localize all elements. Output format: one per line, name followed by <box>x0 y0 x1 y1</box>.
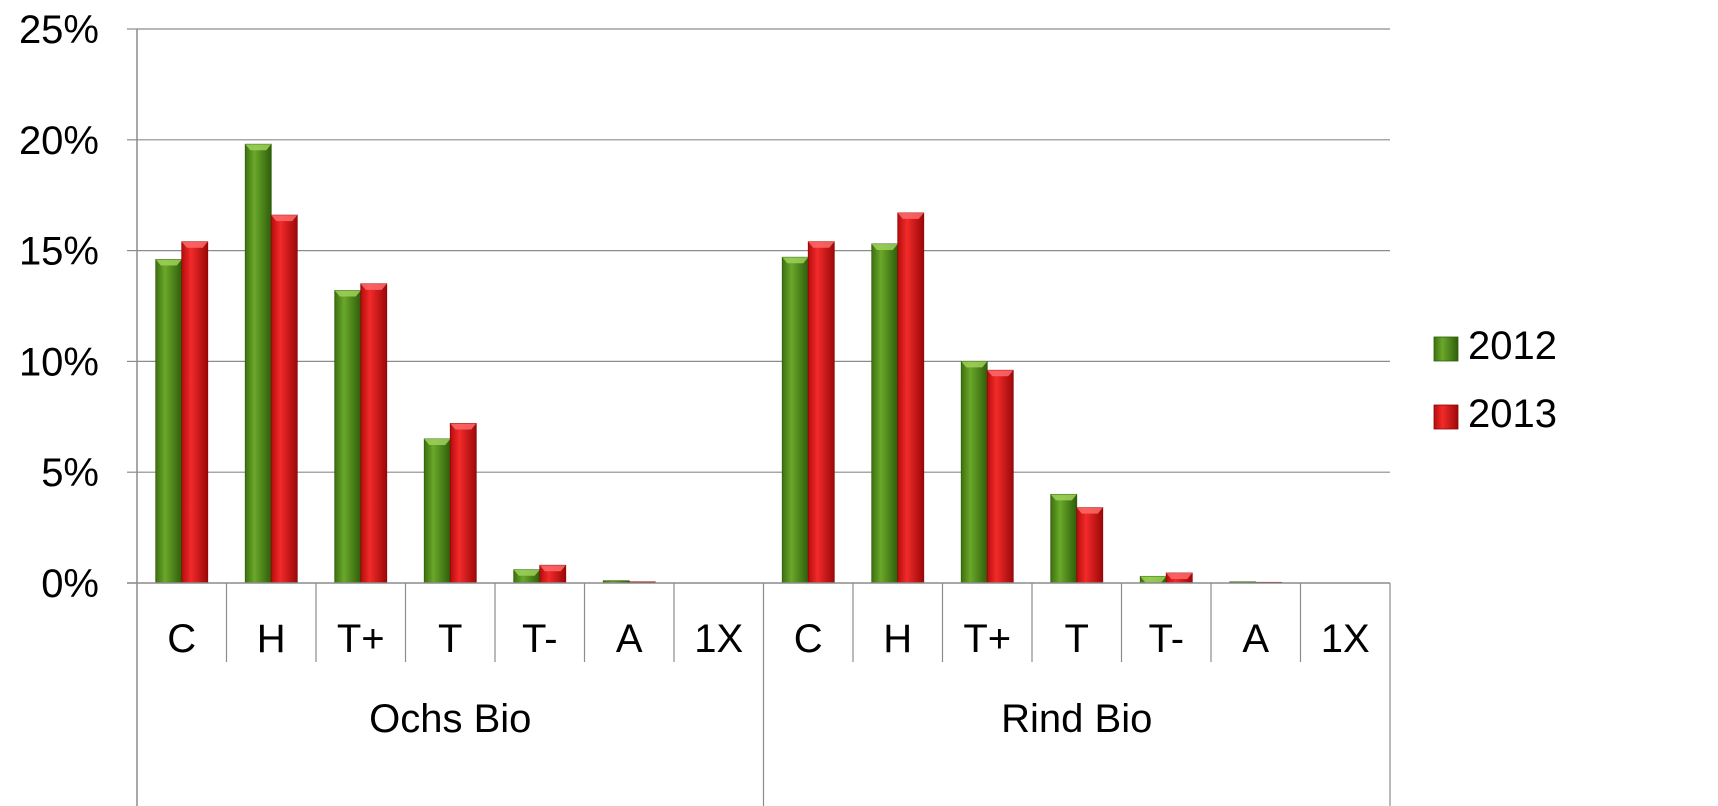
bar-2012-T <box>1050 493 1078 584</box>
bar-2013-C <box>807 241 835 584</box>
bar-2013-T <box>1076 507 1104 584</box>
y-tick-label: 15% <box>19 230 99 274</box>
bar-cap <box>424 438 451 445</box>
bar-cap <box>271 215 298 222</box>
bar-cap <box>782 257 809 264</box>
x-tick-label: A <box>616 617 643 661</box>
x-tick-label: T- <box>522 617 558 661</box>
y-tick-label: 20% <box>19 119 99 163</box>
y-tick-label: 25% <box>19 8 99 52</box>
bar-cap <box>897 212 924 219</box>
bar-2013-H <box>270 214 298 584</box>
x-tick-label: 1X <box>1321 617 1370 661</box>
x-tick-label: 1X <box>694 617 743 661</box>
y-tick-label: 0% <box>41 562 99 606</box>
x-tick-label: T <box>1065 617 1089 661</box>
bars <box>155 143 1283 584</box>
x-tick-label: H <box>257 617 286 661</box>
x-tick-label: C <box>167 617 196 661</box>
x-tick-label: T <box>438 617 462 661</box>
bar-cap <box>155 259 182 266</box>
bar-cap <box>360 283 387 290</box>
bar-cap <box>961 361 988 368</box>
legend-label: 2012 <box>1468 324 1557 368</box>
bar-2012-T+ <box>334 290 362 584</box>
bar-cap <box>871 243 898 250</box>
bar-2012-C <box>155 259 183 584</box>
x-tick-label: H <box>883 617 912 661</box>
bar-2012-C <box>781 256 809 584</box>
gridlines <box>137 28 1390 473</box>
labels: 0% 5% 10% 15% 20% 25% C H T+ T T- A 1X C H T+ T T- A 1X Ochs… <box>19 8 1370 741</box>
bar-cap <box>181 241 208 248</box>
bar-cap <box>513 569 540 576</box>
x-tick-label: A <box>1242 617 1269 661</box>
bar-2012-H <box>871 243 899 584</box>
legend-swatch-2013 <box>1433 404 1459 430</box>
bar-2013-H <box>897 212 925 584</box>
bar-2012-H <box>244 143 272 584</box>
axes <box>127 28 1391 806</box>
bar-cap <box>808 241 835 248</box>
y-tick-label: 5% <box>41 451 99 495</box>
legend-swatch-2012 <box>1433 336 1459 362</box>
bar-2013-T+ <box>360 283 388 584</box>
x-tick-label: T+ <box>963 617 1011 661</box>
bar-cap <box>539 565 566 572</box>
bar-cap <box>1140 576 1167 583</box>
bar-2012-T+ <box>960 360 988 584</box>
bar-cap <box>987 370 1014 377</box>
x-tick-label: T- <box>1148 617 1184 661</box>
group-label: Rind Bio <box>1001 697 1152 741</box>
bar-cap <box>450 423 477 430</box>
bar-2013-T+ <box>986 369 1014 584</box>
legend: 2012 2013 <box>1433 324 1557 436</box>
bar-2013-C <box>181 241 209 584</box>
bar-cap <box>334 290 361 297</box>
group-label: Ochs Bio <box>369 697 531 741</box>
bar-cap <box>1166 573 1193 580</box>
bar-cap <box>1076 507 1103 514</box>
x-tick-label: C <box>794 617 823 661</box>
legend-label: 2013 <box>1468 392 1557 436</box>
y-tick-label: 10% <box>19 340 99 384</box>
bar-2013-T <box>449 423 477 584</box>
x-tick-label: T+ <box>337 617 385 661</box>
bar-2012-T <box>423 438 451 584</box>
bar-cap <box>245 144 272 151</box>
bar-cap <box>1050 494 1077 501</box>
